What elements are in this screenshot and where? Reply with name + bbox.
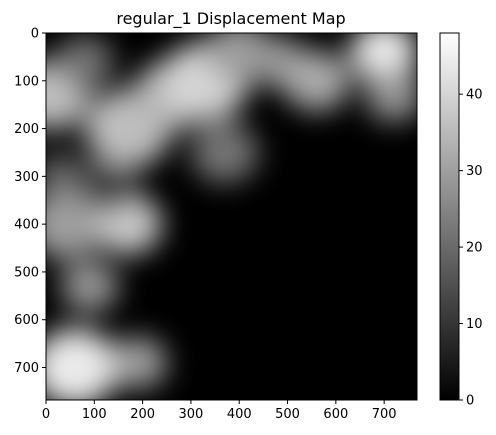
y-tick-label: 600: [14, 313, 39, 328]
y-axis: 0 100 200 300 400 500 600 700: [14, 27, 46, 376]
x-tick-label: 300: [179, 407, 204, 422]
heatmap-region-11: [46, 189, 104, 259]
y-tick-label: 0: [31, 27, 39, 42]
heatmap-image: [46, 33, 417, 400]
chart-title: regular_1 Displacement Map: [116, 9, 345, 29]
y-tick-label: 200: [14, 122, 39, 137]
colorbar-tick-label: 0: [466, 394, 474, 409]
colorbar-tick-label: 10: [466, 317, 483, 332]
y-tick-label: 500: [14, 265, 39, 280]
colorbar-tick-label: 30: [466, 164, 483, 179]
x-tick-label: 200: [130, 407, 155, 422]
heatmap-region-13: [60, 260, 119, 313]
plot-frame: [45, 32, 418, 401]
colorbar-tick-label: 40: [466, 88, 483, 103]
colorbar-gradient: [439, 32, 460, 401]
heatmap-region-16: [79, 159, 138, 213]
y-tick-label: 300: [14, 170, 39, 185]
heatmap-region-7: [282, 50, 351, 112]
x-tick-label: 400: [227, 407, 252, 422]
x-tick-label: 500: [275, 407, 300, 422]
x-axis: 0 100 200 300 400 500 600 700: [42, 400, 397, 422]
heatmap-region-15: [108, 336, 167, 389]
colorbar: 0 10 20 30 40: [439, 32, 483, 409]
x-tick-label: 0: [42, 407, 50, 422]
heatmap-regions: [46, 33, 417, 400]
heatmap-region-1: [55, 35, 114, 88]
heatmap-region-9: [364, 69, 417, 122]
y-tick-label: 700: [14, 361, 39, 376]
x-tick-label: 700: [372, 407, 397, 422]
heatmap-region-14: [46, 328, 119, 400]
colorbar-tick-label: 20: [466, 241, 483, 256]
x-tick-label: 600: [323, 407, 348, 422]
heatmap-region-17: [46, 154, 85, 199]
y-tick-label: 100: [14, 74, 39, 89]
heatmap-region-10: [190, 122, 259, 183]
colorbar-ticks: 0 10 20 30 40: [459, 88, 483, 409]
x-tick-label: 100: [82, 407, 107, 422]
y-tick-label: 400: [14, 218, 39, 233]
